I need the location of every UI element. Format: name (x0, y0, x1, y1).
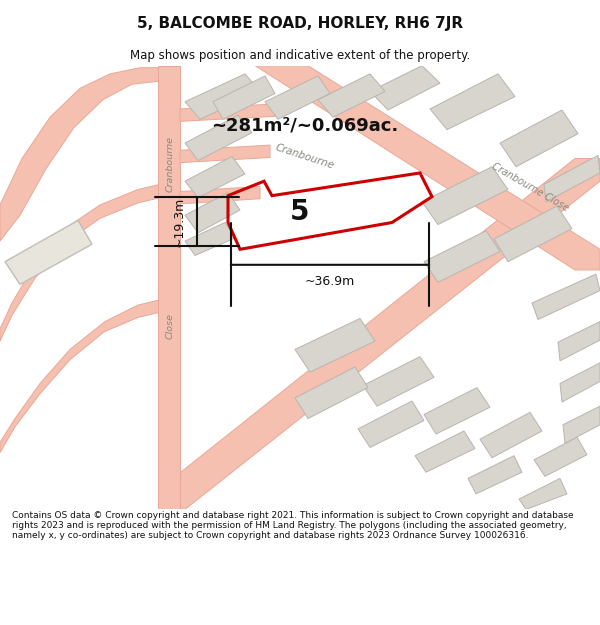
Polygon shape (0, 68, 160, 241)
Polygon shape (255, 66, 600, 270)
Polygon shape (563, 406, 600, 443)
Text: Cranbourne: Cranbourne (166, 136, 175, 192)
Polygon shape (494, 206, 572, 262)
Text: Cranbourne: Cranbourne (274, 142, 336, 171)
Text: ~36.9m: ~36.9m (305, 275, 355, 288)
Polygon shape (5, 221, 92, 284)
Polygon shape (160, 159, 600, 509)
Text: Cranbourne Close: Cranbourne Close (490, 161, 570, 214)
Polygon shape (415, 431, 475, 472)
Polygon shape (363, 357, 434, 406)
Text: Contains OS data © Crown copyright and database right 2021. This information is : Contains OS data © Crown copyright and d… (12, 511, 574, 541)
Polygon shape (318, 74, 385, 118)
Polygon shape (370, 66, 440, 110)
Text: Close: Close (166, 312, 175, 339)
Polygon shape (295, 367, 368, 419)
Polygon shape (185, 74, 260, 119)
Polygon shape (560, 363, 600, 402)
Polygon shape (185, 156, 245, 198)
Text: 5: 5 (290, 198, 310, 226)
Polygon shape (180, 104, 278, 121)
Polygon shape (185, 192, 240, 232)
Polygon shape (213, 76, 275, 119)
Polygon shape (519, 478, 567, 509)
Polygon shape (358, 401, 424, 448)
Polygon shape (185, 115, 252, 161)
Text: Map shows position and indicative extent of the property.: Map shows position and indicative extent… (130, 49, 470, 62)
Text: 5, BALCOMBE ROAD, HORLEY, RH6 7JR: 5, BALCOMBE ROAD, HORLEY, RH6 7JR (137, 16, 463, 31)
Polygon shape (430, 74, 515, 129)
Polygon shape (424, 231, 500, 282)
Polygon shape (500, 110, 578, 167)
Polygon shape (265, 76, 330, 119)
Polygon shape (468, 456, 522, 494)
Polygon shape (532, 274, 600, 319)
Polygon shape (0, 300, 160, 452)
Polygon shape (424, 388, 490, 434)
Polygon shape (534, 437, 587, 476)
Polygon shape (480, 412, 542, 458)
Polygon shape (180, 145, 270, 162)
Polygon shape (295, 319, 375, 372)
Text: ~19.3m: ~19.3m (173, 196, 185, 247)
Polygon shape (185, 222, 235, 256)
Polygon shape (558, 321, 600, 361)
Polygon shape (0, 184, 160, 341)
Polygon shape (158, 66, 180, 509)
Polygon shape (544, 156, 600, 202)
Polygon shape (180, 186, 260, 204)
Polygon shape (422, 167, 508, 224)
Text: ~281m²/~0.069ac.: ~281m²/~0.069ac. (211, 116, 398, 134)
